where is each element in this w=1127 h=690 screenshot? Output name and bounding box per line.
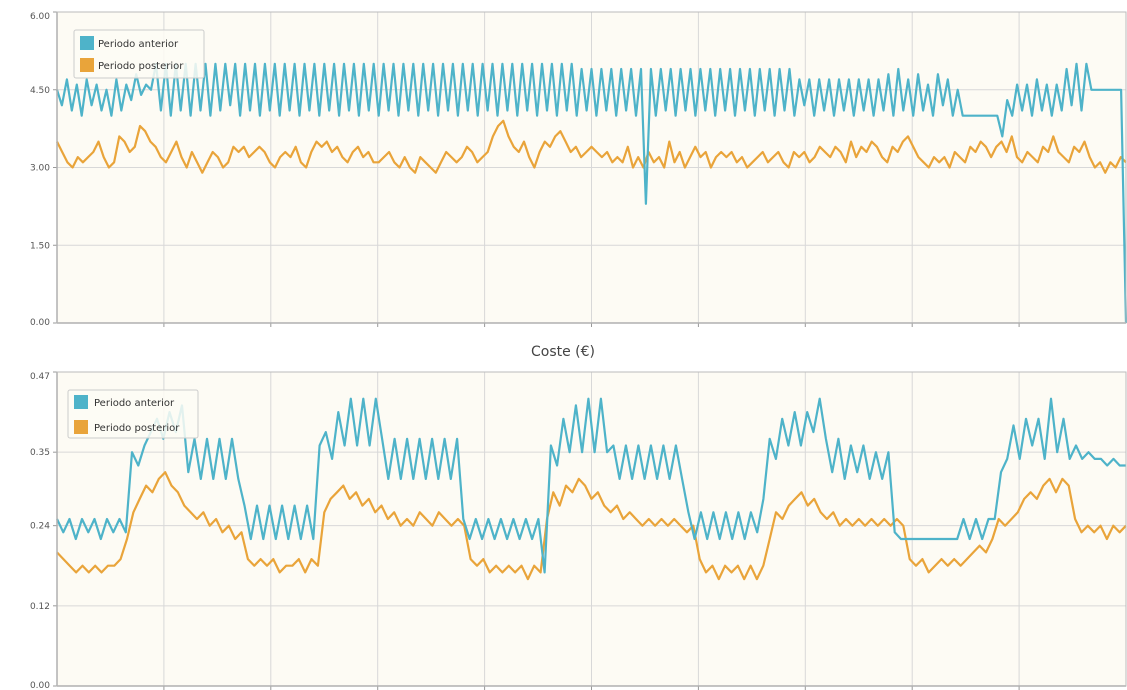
bottom-y-tick-label: 0.24 — [30, 522, 50, 532]
bottom-legend-swatch-anterior — [74, 395, 88, 409]
top-y-tick-label: 4.50 — [30, 86, 50, 96]
bottom-legend-label-posterior: Periodo posterior — [94, 423, 180, 434]
bottom-y-tick-label: 0.12 — [30, 602, 50, 612]
bottom-legend-swatch-posterior — [74, 420, 88, 434]
top-series-line-posterior — [56, 119, 1127, 174]
top-legend: Periodo anterior Periodo posterior — [73, 29, 205, 79]
bottom-legend-box — [67, 389, 199, 439]
bottom-legend-label-anterior: Periodo anterior — [94, 398, 175, 409]
bottom-legend: Periodo anterior Periodo posterior — [67, 389, 199, 439]
top-y-tick-label: 6.00 — [30, 12, 50, 22]
top-y-tick-labels: 0.00 1.50 3.00 4.50 6.00 — [30, 12, 50, 328]
top-legend-label-posterior: Periodo posterior — [98, 61, 184, 72]
top-y-tick-label: 3.00 — [30, 164, 50, 174]
bottom-y-tick-label: 0.47 — [30, 372, 50, 382]
top-series-line-anterior — [55, 62, 1127, 324]
bottom-plot-frame — [56, 371, 1127, 687]
bottom-series-line-posterior — [56, 471, 1127, 581]
top-chart: 0.00 1.50 3.00 4.50 6.00 Periodo anterior Pe… — [30, 11, 1127, 328]
bottom-y-tick-labels: 0.00 0.12 0.24 0.35 0.47 — [30, 372, 50, 690]
top-legend-swatch-anterior — [80, 36, 94, 50]
bottom-series-line-anterior — [56, 397, 1126, 574]
top-series-lines — [55, 62, 1127, 324]
bottom-y-tick-label: 0.00 — [30, 681, 50, 690]
top-legend-swatch-posterior — [80, 58, 94, 72]
bottom-chart-title: Coste (€) — [531, 344, 595, 360]
top-legend-box — [73, 29, 205, 79]
bottom-y-tick-label: 0.35 — [30, 448, 50, 458]
bottom-chart: Coste (€) 0.00 0.12 0.24 0.35 0.47 Periodo a… — [30, 344, 1127, 690]
top-plot-frame — [56, 11, 1127, 324]
bottom-series-lines — [56, 397, 1127, 581]
top-y-tick-label: 0.00 — [30, 318, 50, 328]
top-y-tick-label: 1.50 — [30, 241, 50, 251]
top-legend-label-anterior: Periodo anterior — [98, 39, 179, 50]
